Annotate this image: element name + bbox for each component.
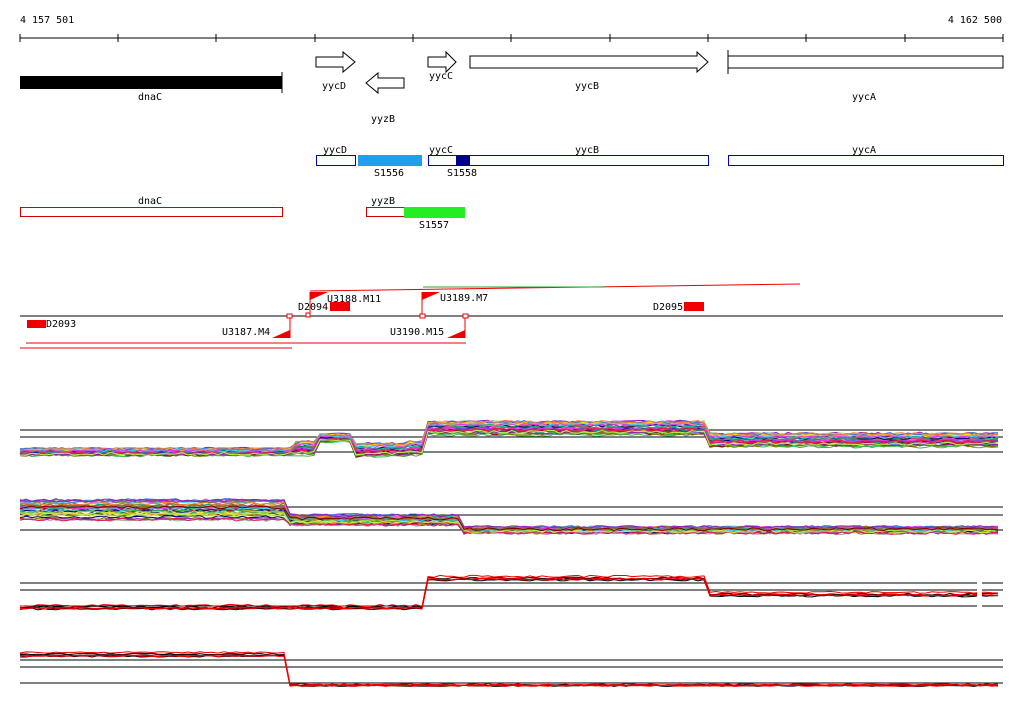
- fwd-yycA-label: yycA: [852, 145, 876, 156]
- reverse-strand-track: dnaC yyzB S1557: [20, 196, 465, 231]
- rev-yyzB-label: yyzB: [371, 196, 395, 207]
- marker-U3188-label: U3188.M11: [327, 294, 381, 305]
- gene-yyzB[interactable]: [365, 71, 405, 95]
- profile-trace: [19, 577, 999, 610]
- expression-panel-1: [19, 419, 1003, 459]
- ruler-ticks: [19, 34, 1004, 42]
- ruler-end-label: 4 162 500: [948, 15, 1002, 26]
- profile-trace: [19, 574, 999, 608]
- gene-track: dnaC yycD yyzB yycC yycB yycA: [20, 50, 1004, 125]
- profile-trace: [19, 652, 999, 687]
- segment-D2093-label: D2093: [46, 319, 76, 330]
- profile-trace: [19, 429, 999, 456]
- feature-S1556-label: S1556: [374, 168, 404, 179]
- gene-yycB[interactable]: [469, 50, 709, 74]
- rev-yyzB-box[interactable]: [366, 207, 405, 217]
- marker-U3190-label: U3190.M15: [390, 327, 444, 338]
- marker-U3190[interactable]: [447, 330, 465, 338]
- expression-panel-2: [19, 498, 1003, 536]
- tiling-track: D2093 D2094 D2095 U3188.M11 U3189.M7 U31…: [20, 283, 1003, 349]
- fwd-yycB-label: yycB: [575, 145, 599, 156]
- profile-trace: [19, 420, 999, 451]
- gene-dnaC-label: dnaC: [138, 92, 162, 103]
- rev-dnaC-box[interactable]: [20, 207, 283, 217]
- profile-trace: [19, 654, 999, 687]
- segment-D2095[interactable]: [684, 302, 704, 311]
- expression-panel-3: [19, 574, 1003, 611]
- profile-trace: [19, 653, 999, 687]
- segment-D2094-label: D2094: [298, 302, 328, 313]
- feature-S1558[interactable]: [456, 155, 470, 166]
- gene-dnaC[interactable]: [20, 76, 282, 89]
- forward-strand-track: yycD S1556 yycC S1558 yycB yycA: [316, 145, 1004, 179]
- profile-trace: [19, 512, 999, 534]
- gene-yycD[interactable]: [315, 50, 356, 74]
- rev-dnaC-label: dnaC: [138, 196, 162, 207]
- feature-S1557-label: S1557: [419, 220, 449, 231]
- segment-D2095-label: D2095: [653, 302, 683, 313]
- fwd-yycD-box[interactable]: [316, 155, 356, 166]
- gene-yycC-label: yycC: [429, 71, 453, 82]
- marker-U3187-label: U3187.M4: [222, 327, 270, 338]
- profile-trace: [19, 426, 999, 455]
- fwd-yycA-box[interactable]: [728, 155, 1004, 166]
- profile-trace: [19, 505, 999, 532]
- fwd-yycD-label: yycD: [323, 145, 347, 156]
- gene-yycA-label: yycA: [852, 92, 876, 103]
- gene-yycD-label: yycD: [322, 81, 346, 92]
- marker-U3188[interactable]: [310, 292, 328, 300]
- feature-S1558-label: S1558: [447, 168, 477, 179]
- fwd-yycC-yycB-box[interactable]: [428, 155, 709, 166]
- fwd-yycC-label: yycC: [429, 145, 453, 156]
- profile-trace: [19, 498, 999, 530]
- gene-yycB-label: yycB: [575, 81, 599, 92]
- expression-panel-4: [19, 651, 1003, 688]
- segment-D2094[interactable]: [330, 302, 350, 311]
- gene-yycA[interactable]: [727, 55, 1004, 69]
- profile-trace: [19, 651, 999, 686]
- segment-D2093[interactable]: [27, 320, 46, 328]
- ruler-start-label: 4 157 501: [20, 15, 74, 26]
- coordinate-ruler: 4 157 501 4 162 500: [19, 15, 1004, 42]
- feature-S1557[interactable]: [404, 207, 465, 218]
- profile-trace: [19, 423, 999, 453]
- profile-trace: [19, 517, 999, 535]
- marker-U3187[interactable]: [272, 330, 290, 338]
- gene-yyzB-label: yyzB: [371, 114, 395, 125]
- marker-U3189-label: U3189.M7: [440, 293, 488, 304]
- profile-trace: [19, 422, 999, 453]
- marker-U3189[interactable]: [422, 292, 440, 300]
- feature-S1556[interactable]: [358, 155, 422, 166]
- gene-yycC[interactable]: [427, 50, 457, 74]
